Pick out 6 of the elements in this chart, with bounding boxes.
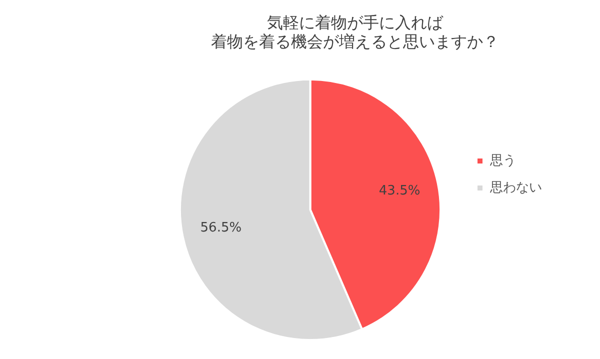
data-label: 56.5%	[200, 220, 242, 236]
text: 着物を着る機会が増えると思いますか？	[211, 32, 499, 51]
text: 気軽に着物が手に入れば	[267, 12, 443, 32]
data-label: 43.5%	[378, 184, 420, 199]
legend-label: 思う	[489, 153, 516, 168]
legend-label: 思わない	[489, 180, 542, 196]
